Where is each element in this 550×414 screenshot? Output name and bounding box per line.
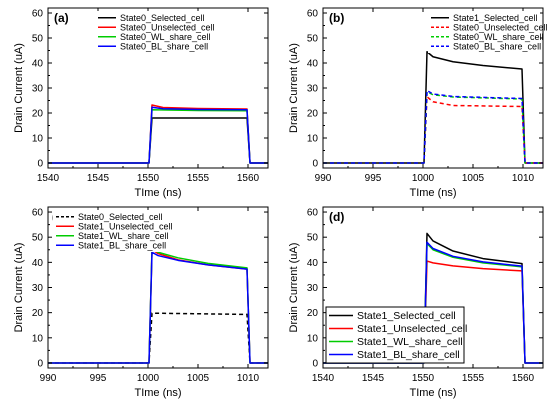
- series-line-state0-bl-share-cell: [323, 89, 543, 164]
- panel-1: 1540 1545 1550 1555 1560 0 10 20 30 40 50 60 TIme (n…: [13, 7, 269, 199]
- x-tick-label: 1545: [362, 373, 385, 384]
- y-tick-label: 40: [32, 59, 44, 70]
- series-line-state0-unselected-cell: [323, 96, 543, 164]
- x-tick-label: 1560: [237, 173, 260, 184]
- series-line-state0-unselected-cell: [48, 104, 268, 164]
- x-tick-label: 990: [315, 173, 332, 184]
- y-tick-label: 10: [32, 333, 44, 344]
- x-tick-label: 995: [365, 173, 382, 184]
- y-tick-label: 60: [32, 9, 44, 20]
- panel-label: (b): [329, 11, 344, 25]
- y-tick-label: 20: [32, 308, 44, 319]
- legend-label: State0_Selected_cell: [120, 13, 205, 23]
- legend-label: State0_Unselected_cell: [120, 22, 215, 32]
- panel-label: (d): [329, 210, 344, 224]
- x-axis-label: TIme (ns): [134, 387, 181, 399]
- y-tick-label: 20: [307, 109, 319, 120]
- y-tick-label: 50: [307, 34, 319, 45]
- y-tick-label: 50: [32, 233, 44, 244]
- x-tick-label: 1010: [512, 173, 535, 184]
- series-group: [323, 51, 543, 164]
- y-tick-label: 60: [307, 208, 319, 219]
- x-tick-label: 1000: [137, 373, 160, 384]
- series-line-state1-selected-cell: [323, 51, 543, 164]
- x-tick-label: 1000: [412, 173, 435, 184]
- y-tick-label: 0: [312, 159, 318, 170]
- y-tick-label: 40: [32, 258, 44, 269]
- legend-box: [325, 306, 465, 364]
- y-tick-label: 0: [37, 358, 43, 369]
- y-tick-label: 30: [32, 283, 44, 294]
- legend-label: State1_Unselected_cell: [357, 323, 467, 335]
- y-axis-label: Drain Current (uA): [288, 243, 300, 333]
- y-tick-label: 20: [307, 308, 319, 319]
- y-tick-label: 0: [37, 159, 43, 170]
- x-tick-label: 1545: [87, 173, 110, 184]
- legend-label: State1_Unselected_cell: [78, 221, 173, 231]
- panel-label: (a): [54, 11, 69, 25]
- legend-label: State1_WL_share_cell: [78, 231, 169, 241]
- x-tick-label: 1010: [237, 373, 260, 384]
- y-axis-label: Drain Current (uA): [288, 43, 300, 133]
- legend-label: State0_WL_share_cell: [120, 32, 211, 42]
- panel-2: 990 995 1000 1005 1010 0 10 20 30 40 50 60 TIme (ns)…: [288, 7, 548, 199]
- y-tick-label: 20: [32, 109, 44, 120]
- y-tick-label: 30: [307, 283, 319, 294]
- y-tick-label: 60: [32, 208, 44, 219]
- panel-3: 990 995 1000 1005 1010 0 10 20 30 40 50 60 TIme (ns)…: [13, 206, 269, 399]
- x-tick-label: 1555: [187, 173, 210, 184]
- legend-label: State0_BL_share_cell: [120, 41, 208, 51]
- legend-label: State1_Selected_cell: [453, 13, 538, 23]
- y-tick-label: 30: [32, 84, 44, 95]
- y-tick-label: 10: [307, 333, 319, 344]
- y-axis-label: Drain Current (uA): [13, 243, 25, 333]
- x-tick-label: 1540: [37, 173, 60, 184]
- y-tick-label: 40: [307, 59, 319, 70]
- x-tick-label: 990: [40, 373, 57, 384]
- x-axis-label: TIme (ns): [409, 387, 456, 399]
- x-tick-label: 1005: [462, 173, 485, 184]
- x-axis-label: TIme (ns): [134, 187, 181, 199]
- y-tick-label: 0: [312, 358, 318, 369]
- y-tick-label: 10: [307, 134, 319, 145]
- y-tick-label: 40: [307, 258, 319, 269]
- legend-label: State0_WL_share_cell: [453, 32, 544, 42]
- legend-label: State0_Unselected_cell: [453, 22, 548, 32]
- x-tick-label: 1550: [137, 173, 160, 184]
- series-line-state0-selected-cell: [48, 117, 268, 164]
- y-tick-label: 10: [32, 134, 44, 145]
- legend-label: State0_BL_share_cell: [453, 41, 541, 51]
- series-line-state0-selected-cell: [48, 312, 268, 364]
- series-group: [48, 104, 268, 164]
- legend-label: State1_BL_share_cell: [78, 240, 166, 250]
- x-tick-label: 1005: [187, 373, 210, 384]
- legend-label: State1_BL_share_cell: [357, 349, 460, 361]
- y-tick-label: 50: [307, 233, 319, 244]
- series-line-state1-wl-share-cell: [48, 247, 268, 364]
- y-tick-label: 30: [307, 84, 319, 95]
- x-tick-label: 1550: [412, 373, 435, 384]
- y-axis-label: Drain Current (uA): [13, 43, 25, 133]
- y-tick-label: 50: [32, 34, 44, 45]
- y-tick-label: 60: [307, 9, 319, 20]
- legend-label: State0_Selected_cell: [78, 212, 163, 222]
- panel-4: 1540 1545 1550 1555 1560 0 10 20 30 40 50 60 TIme (n…: [288, 206, 544, 399]
- x-tick-label: 1540: [312, 373, 335, 384]
- x-tick-label: 1555: [462, 373, 485, 384]
- series-line-state1-bl-share-cell: [48, 251, 268, 364]
- series-group: [48, 247, 268, 364]
- series-line-state0-bl-share-cell: [48, 106, 268, 164]
- x-tick-label: 1560: [512, 373, 535, 384]
- legend-label: State1_WL_share_cell: [357, 336, 463, 348]
- x-axis-label: TIme (ns): [409, 187, 456, 199]
- legend-label: State1_Selected_cell: [357, 310, 456, 322]
- x-tick-label: 995: [90, 373, 107, 384]
